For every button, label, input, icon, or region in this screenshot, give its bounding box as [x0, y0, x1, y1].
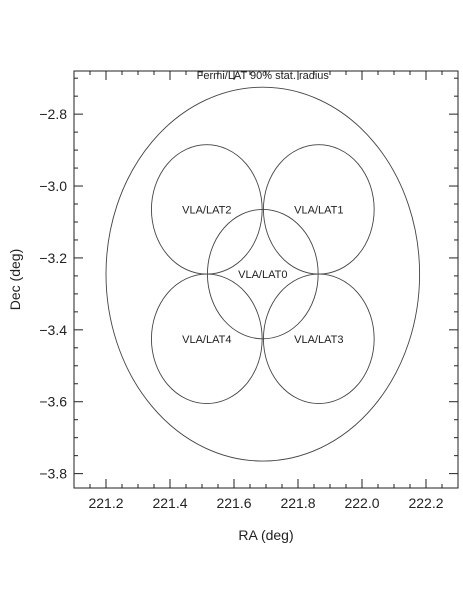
y-tick-label: −3.0 — [39, 178, 67, 194]
region-circle — [150, 273, 263, 404]
region-circles: Fermi/LAT 90% stat. radius VLA/LAT0 VLA/LA… — [105, 70, 421, 462]
x-axis-label: RA (deg) — [238, 527, 293, 543]
y-tick-label: −3.2 — [39, 250, 67, 266]
y-tick-label: −3.8 — [39, 466, 67, 482]
region-label: Fermi/LAT 90% stat. radius — [197, 70, 330, 82]
x-tick-label: 221.2 — [88, 495, 123, 511]
region-label: VLA/LAT1 — [294, 204, 343, 216]
x-tick-label: 221.6 — [216, 495, 251, 511]
x-tick-label: 221.4 — [152, 495, 187, 511]
region-circle — [262, 273, 375, 404]
axis-ticks: 221.2 221.4 221.6 221.8 222.0 222.2 −3.8 −3.6 −3… — [39, 71, 459, 511]
region-label: VLA/LAT2 — [182, 204, 231, 216]
y-axis-label: Dec (deg) — [7, 249, 23, 310]
y-tick-label: −3.4 — [39, 322, 67, 338]
region-label: VLA/LAT3 — [294, 334, 343, 346]
region-circle — [105, 86, 421, 462]
x-tick-label: 222.0 — [344, 495, 379, 511]
region-label: VLA/LAT0 — [238, 269, 287, 281]
y-tick-label: −2.8 — [39, 106, 67, 122]
x-tick-label: 221.8 — [280, 495, 315, 511]
region-label: VLA/LAT4 — [182, 334, 231, 346]
y-tick-label: −3.6 — [39, 394, 67, 410]
x-tick-label: 222.2 — [408, 495, 443, 511]
